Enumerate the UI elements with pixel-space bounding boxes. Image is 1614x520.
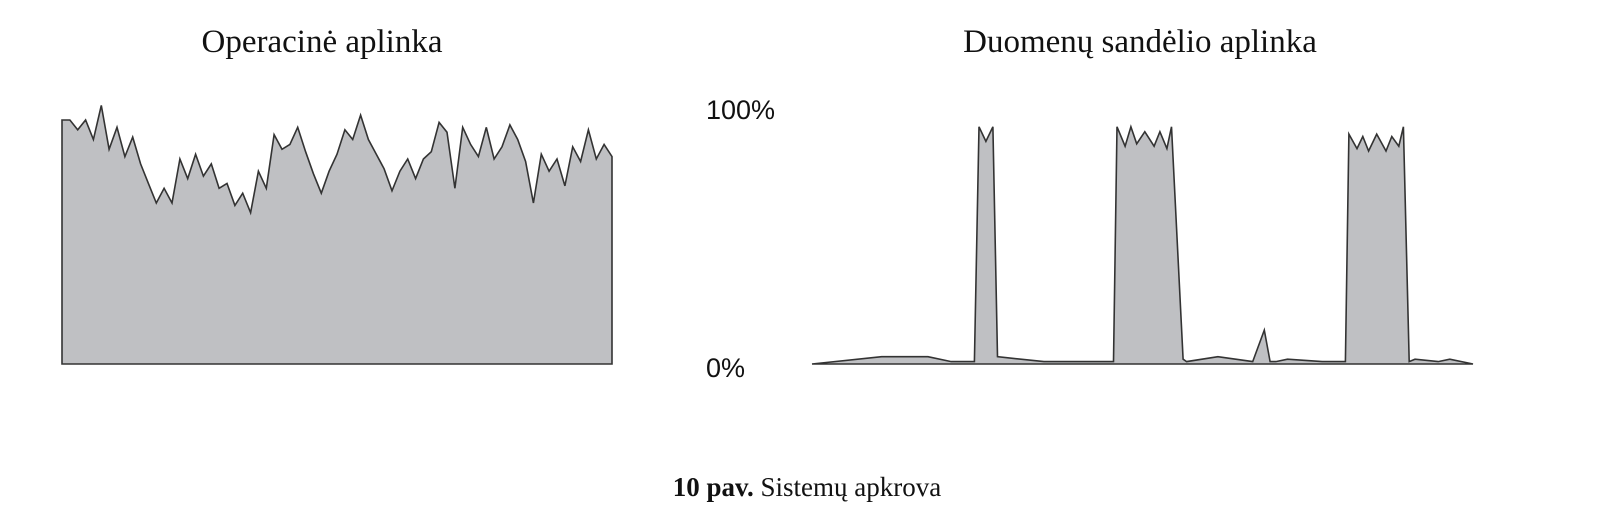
y-tick-label-0: 0% <box>706 353 746 383</box>
left-chart-plot <box>61 105 613 365</box>
right-chart-plot <box>811 124 1474 365</box>
left-chart-title: Operacinė aplinka <box>201 24 443 60</box>
left-chart-area-series <box>61 105 613 365</box>
y-tick-label-100: 100% <box>706 95 776 125</box>
caption-text: Sistemų apkrova <box>753 472 942 502</box>
figure-caption: 10 pav. Sistemų apkrova <box>0 472 1614 503</box>
caption-number: 10 pav. <box>672 472 754 502</box>
right-chart-area-series <box>811 124 1474 365</box>
right-chart-title: Duomenų sandėlio aplinka <box>963 24 1317 60</box>
